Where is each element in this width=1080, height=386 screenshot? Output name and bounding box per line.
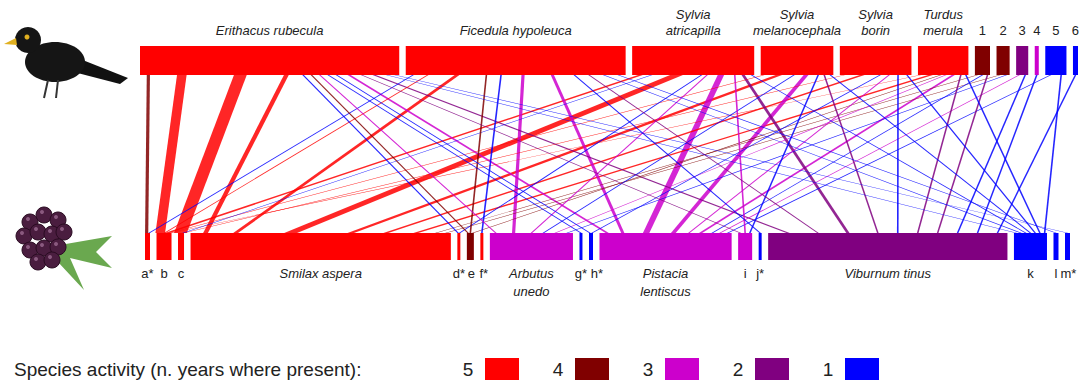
svg-text:Species activity (n. years whe: Species activity (n. years where present… [14, 359, 361, 380]
svg-text:Pistacia: Pistacia [643, 266, 689, 281]
svg-text:unedo: unedo [513, 284, 549, 299]
svg-text:6: 6 [1072, 23, 1079, 38]
svg-text:e: e [468, 266, 475, 281]
svg-text:m*: m* [1061, 266, 1077, 281]
svg-text:f*: f* [480, 266, 489, 281]
svg-text:Sylvia: Sylvia [676, 7, 711, 22]
svg-text:1: 1 [979, 23, 986, 38]
svg-text:melanocephala: melanocephala [753, 23, 841, 38]
svg-text:g*: g* [575, 266, 587, 281]
svg-text:b: b [160, 266, 167, 281]
svg-text:2: 2 [733, 359, 744, 380]
svg-text:Sylvia: Sylvia [858, 7, 893, 22]
svg-text:h*: h* [591, 266, 603, 281]
svg-text:3: 3 [643, 359, 654, 380]
svg-text:borin: borin [861, 23, 890, 38]
svg-text:merula: merula [923, 23, 963, 38]
svg-text:4: 4 [553, 359, 564, 380]
svg-text:j*: j* [755, 266, 764, 281]
svg-text:atricapilla: atricapilla [666, 23, 721, 38]
svg-text:lentiscus: lentiscus [640, 284, 691, 299]
svg-text:Viburnum tinus: Viburnum tinus [845, 266, 932, 281]
svg-text:Erithacus rubecula: Erithacus rubecula [216, 23, 324, 38]
svg-text:Ficedula hypoleuca: Ficedula hypoleuca [460, 23, 572, 38]
svg-text:d*: d* [453, 266, 465, 281]
svg-text:Arbutus: Arbutus [508, 266, 554, 281]
svg-text:5: 5 [463, 359, 474, 380]
svg-text:Smilax aspera: Smilax aspera [280, 266, 362, 281]
svg-text:5: 5 [1052, 23, 1059, 38]
svg-text:1: 1 [823, 359, 834, 380]
svg-text:k: k [1027, 266, 1034, 281]
svg-text:2: 2 [999, 23, 1006, 38]
svg-text:a*: a* [141, 266, 153, 281]
svg-text:4: 4 [1033, 23, 1040, 38]
svg-text:i: i [744, 266, 747, 281]
svg-text:Turdus: Turdus [923, 7, 963, 22]
svg-text:l: l [1055, 266, 1058, 281]
svg-text:Sylvia: Sylvia [780, 7, 815, 22]
svg-text:3: 3 [1019, 23, 1026, 38]
svg-text:c: c [178, 266, 185, 281]
